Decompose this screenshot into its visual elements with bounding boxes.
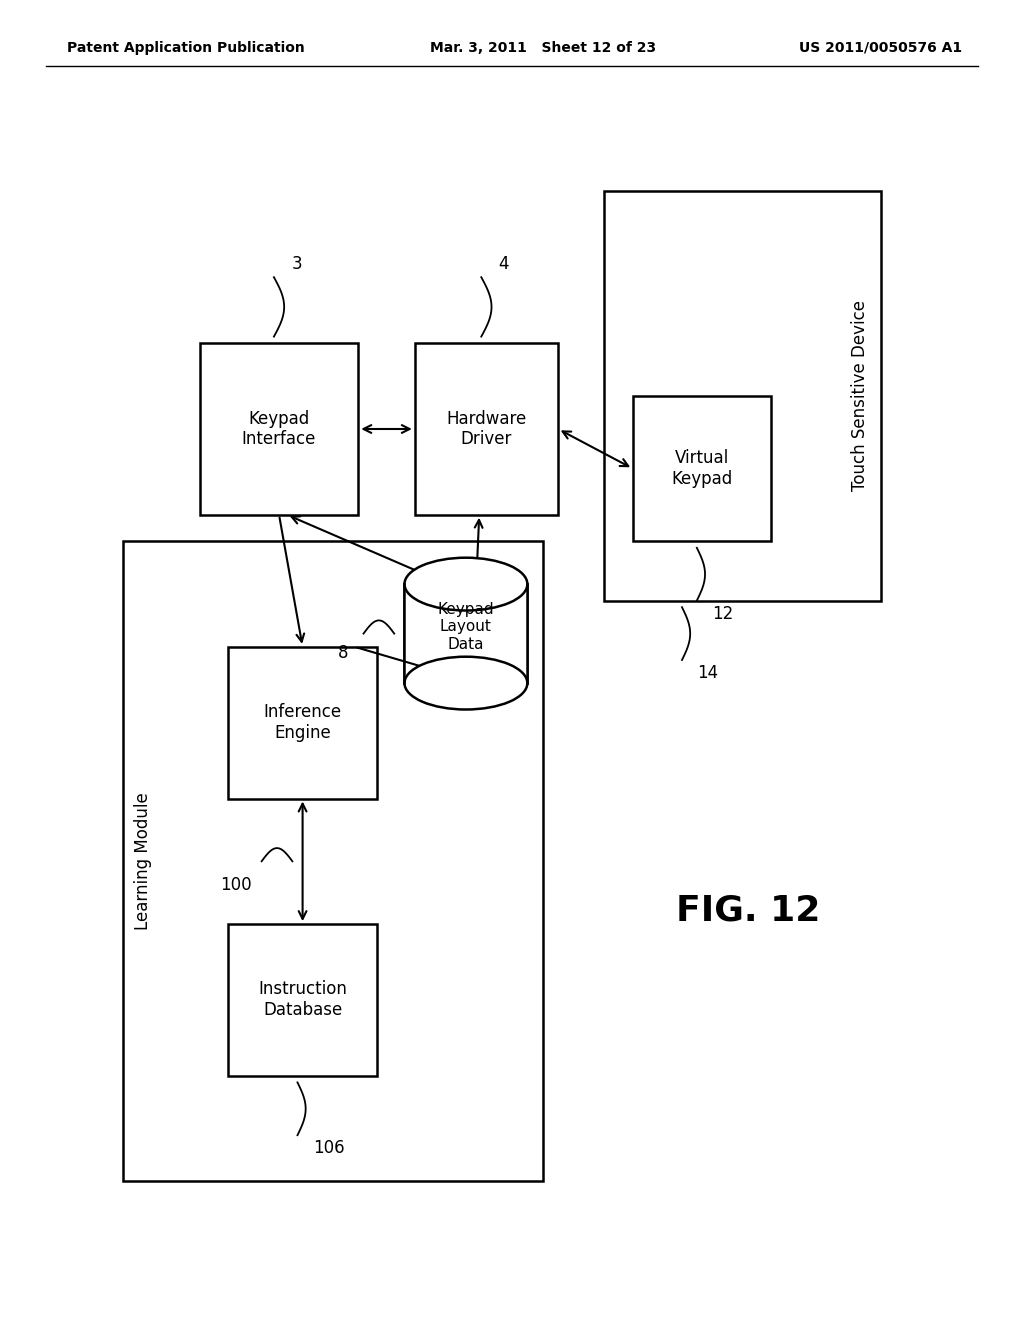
Text: Keypad
Interface: Keypad Interface <box>242 409 316 449</box>
Ellipse shape <box>404 557 527 610</box>
Text: Patent Application Publication: Patent Application Publication <box>67 41 304 55</box>
Text: Touch Sensitive Device: Touch Sensitive Device <box>851 301 869 491</box>
Bar <box>200 343 358 515</box>
Text: 8: 8 <box>338 644 348 663</box>
Ellipse shape <box>404 656 527 709</box>
Text: Keypad
Layout
Data: Keypad Layout Data <box>437 602 495 652</box>
Text: 3: 3 <box>292 255 302 273</box>
Bar <box>604 191 881 601</box>
Text: 106: 106 <box>313 1139 344 1158</box>
Text: Virtual
Keypad: Virtual Keypad <box>672 449 732 488</box>
Text: 4: 4 <box>499 255 509 273</box>
Text: 14: 14 <box>697 664 719 682</box>
Bar <box>228 647 377 799</box>
Bar <box>123 541 543 1181</box>
Bar <box>228 924 377 1076</box>
Text: 12: 12 <box>713 605 733 623</box>
Text: 100: 100 <box>220 876 252 894</box>
Text: US 2011/0050576 A1: US 2011/0050576 A1 <box>800 41 963 55</box>
Bar <box>633 396 771 541</box>
Bar <box>415 343 558 515</box>
Text: Learning Module: Learning Module <box>134 792 153 931</box>
Text: Hardware
Driver: Hardware Driver <box>446 409 526 449</box>
Text: Instruction
Database: Instruction Database <box>258 981 347 1019</box>
Text: FIG. 12: FIG. 12 <box>676 894 820 928</box>
Bar <box>404 583 527 682</box>
Text: Mar. 3, 2011   Sheet 12 of 23: Mar. 3, 2011 Sheet 12 of 23 <box>430 41 656 55</box>
Text: Inference
Engine: Inference Engine <box>263 704 342 742</box>
